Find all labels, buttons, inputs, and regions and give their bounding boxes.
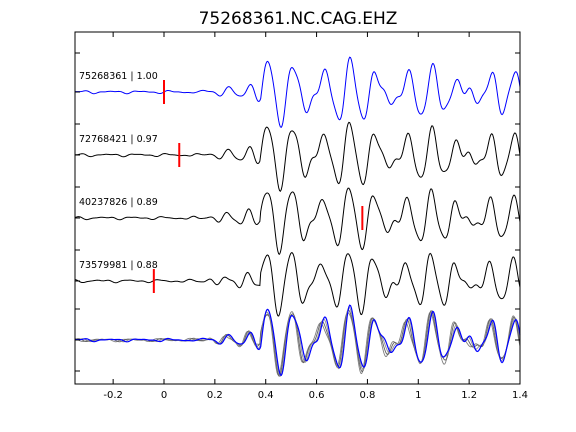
x-tick-label: 0.4 xyxy=(258,390,274,401)
x-tick-label: 1.2 xyxy=(461,390,477,401)
x-tick-label: 0 xyxy=(161,390,167,401)
trace-line-75268361 xyxy=(74,56,521,129)
trace-label-75268361: 75268361 | 1.00 xyxy=(79,71,158,82)
trace-label-72768421: 72768421 | 0.97 xyxy=(79,134,158,145)
plot-area: 75268361 | 1.00 72768421 | 0.97 40237826 |… xyxy=(74,31,528,401)
trace-label-73579981: 73579981 | 0.88 xyxy=(79,260,158,271)
x-tick-label: 0.6 xyxy=(309,390,325,401)
trace-line-73579981 xyxy=(74,252,521,317)
x-tick-label: -0.2 xyxy=(103,390,123,401)
trace-line-72768421 xyxy=(74,121,521,193)
trace-line-40237826 xyxy=(74,187,521,255)
axes-frame xyxy=(74,31,521,385)
chart-title: 75268361.NC.CAG.EHZ xyxy=(199,9,398,29)
x-tick-label: 1.4 xyxy=(512,390,528,401)
trace-label-40237826: 40237826 | 0.89 xyxy=(79,197,158,208)
stack-trace-73579981 xyxy=(74,311,521,376)
stack-trace-40237826 xyxy=(74,309,521,377)
x-tick-label: 1 xyxy=(415,390,421,401)
axis-ticks: -0.2 0 0.2 0.4 0.6 0.8 1 1.2 1.4 xyxy=(75,32,528,401)
pick-markers xyxy=(152,80,364,293)
stack-trace-75268361 xyxy=(74,304,521,377)
traces-layer xyxy=(74,56,521,317)
x-tick-label: 0.8 xyxy=(359,390,375,401)
trace-labels: 75268361 | 1.00 72768421 | 0.97 40237826 |… xyxy=(79,71,158,271)
stacked-traces xyxy=(74,304,521,377)
x-tick-label: 0.2 xyxy=(207,390,223,401)
